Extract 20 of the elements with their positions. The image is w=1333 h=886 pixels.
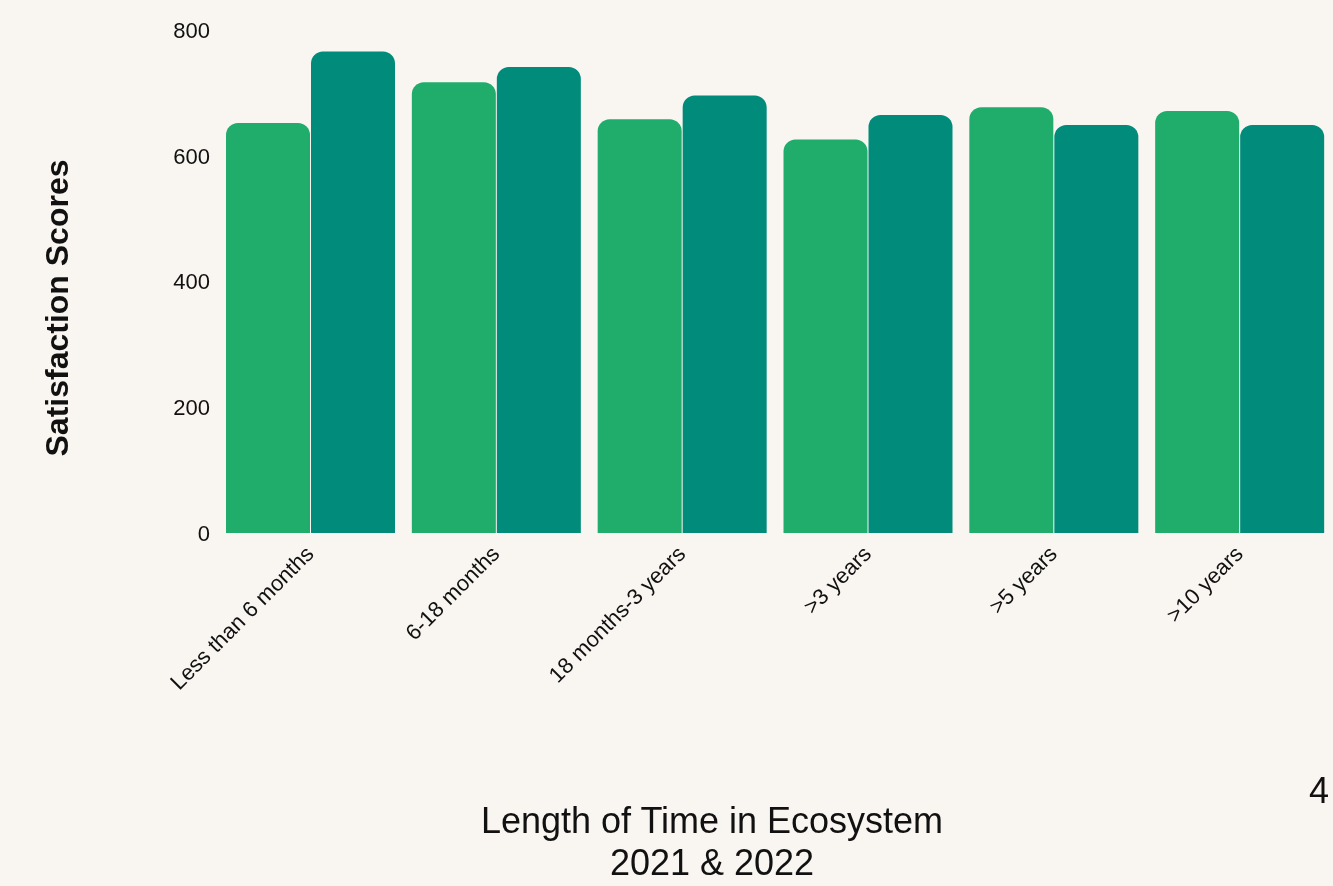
- bar: [496, 67, 581, 533]
- bar: [868, 114, 953, 533]
- text: 4: [1308, 770, 1329, 812]
- x-axis-title: Length of Time in Ecosystem 2021 & 2022: [479, 800, 945, 884]
- bar: [226, 123, 310, 533]
- bar: [682, 95, 767, 533]
- y-tick-label: 800: [173, 17, 210, 43]
- y-tick-label: 600: [173, 143, 210, 169]
- bar: [1155, 111, 1240, 533]
- y-tick-label: 200: [173, 395, 210, 421]
- bar: [597, 119, 682, 533]
- bar: [1240, 124, 1325, 533]
- bar: [411, 82, 496, 533]
- y-tick-label: 0: [197, 520, 210, 546]
- bar: [1054, 124, 1139, 533]
- y-tick-label: 400: [173, 269, 210, 295]
- bar: [311, 51, 395, 533]
- y-axis-title: Satisfaction Scores: [38, 159, 76, 457]
- bar: [969, 107, 1054, 533]
- bar: [783, 139, 868, 533]
